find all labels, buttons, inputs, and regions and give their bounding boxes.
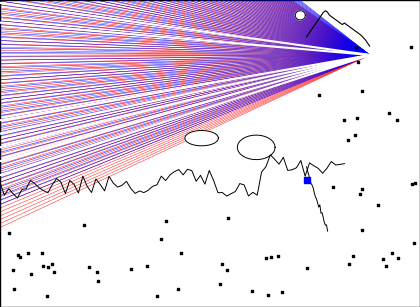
Point [275,254,281,258]
Point [15,252,21,257]
Point [354,60,361,64]
Point [407,44,414,49]
Point [395,255,402,260]
Point [304,266,310,270]
Point [224,215,231,220]
Point [354,115,361,120]
Point [359,88,365,93]
Point [383,264,389,269]
Point [95,279,102,284]
Point [353,45,360,50]
Point [178,251,185,255]
Point [375,202,381,207]
Point [330,184,336,189]
Point [386,111,392,116]
Point [218,262,225,266]
Point [9,268,16,273]
Point [216,282,223,286]
Point [38,251,45,256]
Point [394,118,401,123]
Point [144,264,150,269]
Point [278,290,285,294]
Polygon shape [237,135,275,160]
Point [80,222,87,227]
Point [49,262,56,266]
Point [158,236,164,241]
Point [359,186,366,191]
Point [352,132,359,137]
Point [44,293,50,298]
Point [412,181,419,186]
Point [264,292,271,297]
Point [39,264,46,269]
Point [410,241,417,246]
Point [44,265,51,270]
Polygon shape [185,130,218,146]
Point [379,256,386,261]
Point [154,293,160,298]
Point [268,255,274,260]
Point [27,271,34,276]
Point [249,289,255,294]
Point [16,254,23,259]
Point [315,92,322,97]
Point [262,256,269,261]
Point [127,266,134,271]
Point [11,286,18,291]
Point [345,137,352,142]
Point [163,219,169,224]
Point [175,286,181,291]
Point [223,267,230,272]
Polygon shape [295,11,305,20]
Point [51,270,58,274]
Point [349,254,356,258]
Point [358,228,365,233]
Point [345,262,352,266]
Point [86,264,93,269]
Point [341,117,348,122]
Point [409,182,415,187]
Point [94,270,100,275]
Point [25,251,31,255]
Point [389,251,396,256]
Point [6,230,13,235]
Point [357,192,364,196]
